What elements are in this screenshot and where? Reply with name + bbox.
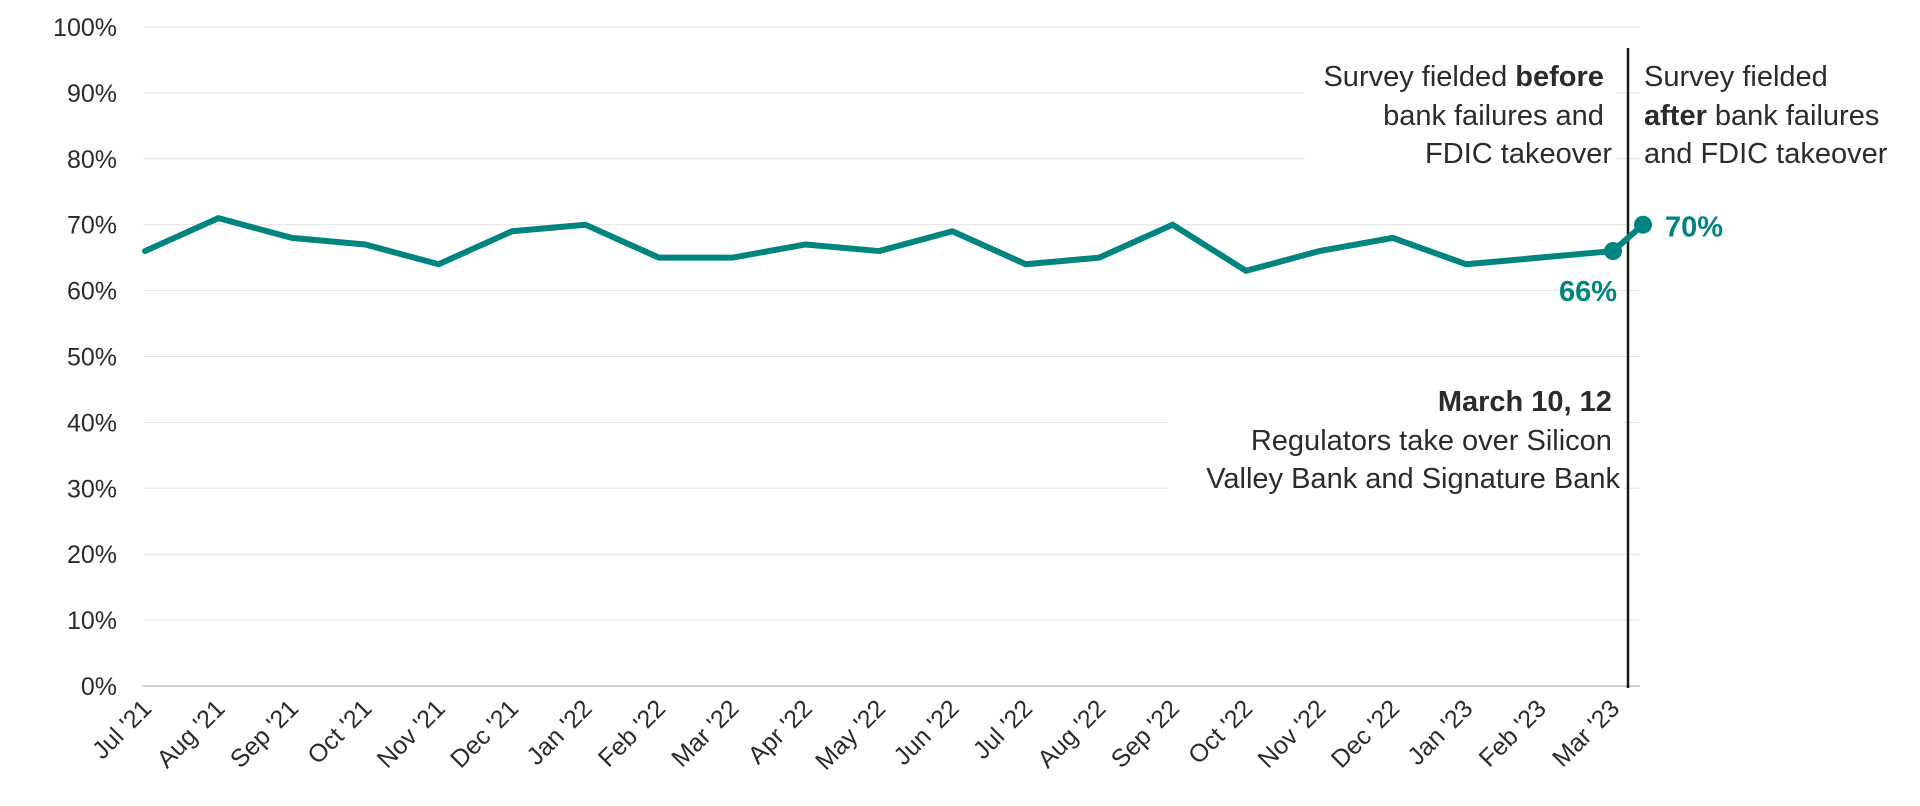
x-tick-label: Sep '21	[225, 694, 304, 773]
x-tick-label: Jan '22	[521, 694, 597, 770]
y-tick-label: 100%	[53, 14, 117, 42]
y-tick-label: 20%	[67, 541, 117, 569]
event-note: March 10, 12 Regulators take over Silico…	[1206, 386, 1620, 495]
x-tick-label: Oct '22	[1183, 694, 1258, 769]
y-tick-label: 10%	[67, 607, 117, 635]
event-note-bg	[1168, 378, 1623, 496]
x-tick-label: Nov '21	[372, 694, 451, 773]
y-tick-label: 0%	[81, 673, 117, 701]
x-tick-label: May '22	[810, 694, 891, 775]
before-note-bold: before	[1515, 61, 1604, 93]
event-note-title: March 10, 12	[1438, 386, 1612, 418]
series-line	[142, 215, 1616, 274]
y-tick-label: 30%	[67, 475, 117, 503]
data-point-before	[1604, 242, 1622, 261]
x-tick-label: Jan '23	[1402, 694, 1478, 770]
after-note-line3: and FDIC takeover	[1644, 138, 1888, 170]
event-note-line1: Regulators take over Silicon	[1251, 425, 1612, 457]
x-tick-label: Sep '22	[1106, 694, 1185, 773]
x-tick-label: Nov '22	[1252, 694, 1331, 773]
before-note: Survey fielded before bank failures and …	[1323, 61, 1612, 170]
x-tick-label: Aug '21	[151, 694, 230, 773]
data-point-after	[1634, 215, 1652, 234]
data-label-70: 70%	[1665, 212, 1723, 244]
before-note-line2: bank failures and	[1383, 100, 1604, 132]
y-tick-label: 90%	[67, 80, 117, 108]
x-tick-label: Feb '22	[593, 694, 671, 772]
before-note-line3: FDIC takeover	[1425, 138, 1612, 170]
y-tick-label: 40%	[67, 409, 117, 437]
x-tick-label: Jul '21	[87, 694, 157, 764]
y-tick-label: 60%	[67, 278, 117, 306]
x-tick-label: Jun '22	[888, 694, 964, 770]
x-tick-label: Mar '22	[666, 694, 744, 772]
y-tick-label: 50%	[67, 344, 117, 372]
before-note-bg	[1305, 52, 1615, 177]
data-label-66: 66%	[1559, 276, 1617, 308]
after-note-line1: Survey fielded	[1644, 61, 1828, 93]
y-tick-label: 70%	[67, 212, 117, 240]
x-tick-label: Feb '23	[1474, 694, 1552, 772]
after-note: Survey fielded after bank failures and F…	[1644, 61, 1888, 170]
x-tick-label: Jul '22	[968, 694, 1038, 764]
x-tick-label: Aug '22	[1032, 694, 1111, 773]
before-note-line1: Survey fielded	[1323, 61, 1515, 93]
after-note-line2: bank failures	[1707, 100, 1880, 132]
event-note-line2: Valley Bank and Signature Bank	[1206, 463, 1620, 495]
y-axis: 0% 10% 20% 30% 40% 50% 60% 70% 80% 90% 100%	[53, 14, 117, 701]
x-tick-label: Dec '22	[1326, 694, 1405, 773]
y-tick-label: 80%	[67, 146, 117, 174]
after-note-bold: after	[1644, 100, 1707, 132]
x-tick-label: Oct '21	[302, 694, 377, 769]
x-tick-label: Mar '23	[1547, 694, 1625, 772]
x-tick-label: Dec '21	[445, 694, 524, 773]
x-tick-label: Apr '22	[743, 694, 818, 769]
